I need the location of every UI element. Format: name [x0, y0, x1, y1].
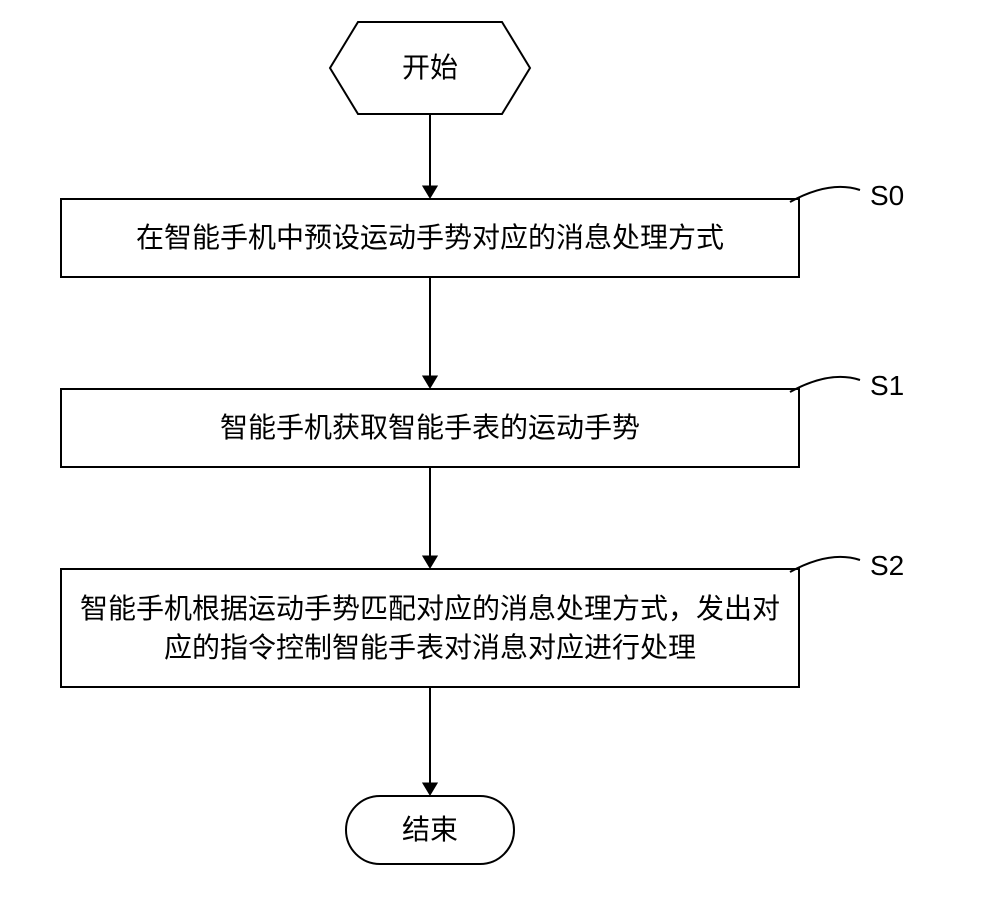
- end-terminal: 结束: [345, 795, 515, 865]
- flowchart-canvas: 开始 在智能手机中预设运动手势对应的消息处理方式 智能手机获取智能手表的运动手势…: [0, 0, 1000, 898]
- process-step-s2: 智能手机根据运动手势匹配对应的消息处理方式，发出对应的指令控制智能手表对消息对应…: [60, 568, 800, 688]
- step-label-s2: S2: [870, 550, 904, 582]
- step-label-s1: S1: [870, 370, 904, 402]
- process-step-s0: 在智能手机中预设运动手势对应的消息处理方式: [60, 198, 800, 278]
- step-label-s0: S0: [870, 180, 904, 212]
- process-step-s1: 智能手机获取智能手表的运动手势: [60, 388, 800, 468]
- start-terminal: 开始: [330, 22, 530, 114]
